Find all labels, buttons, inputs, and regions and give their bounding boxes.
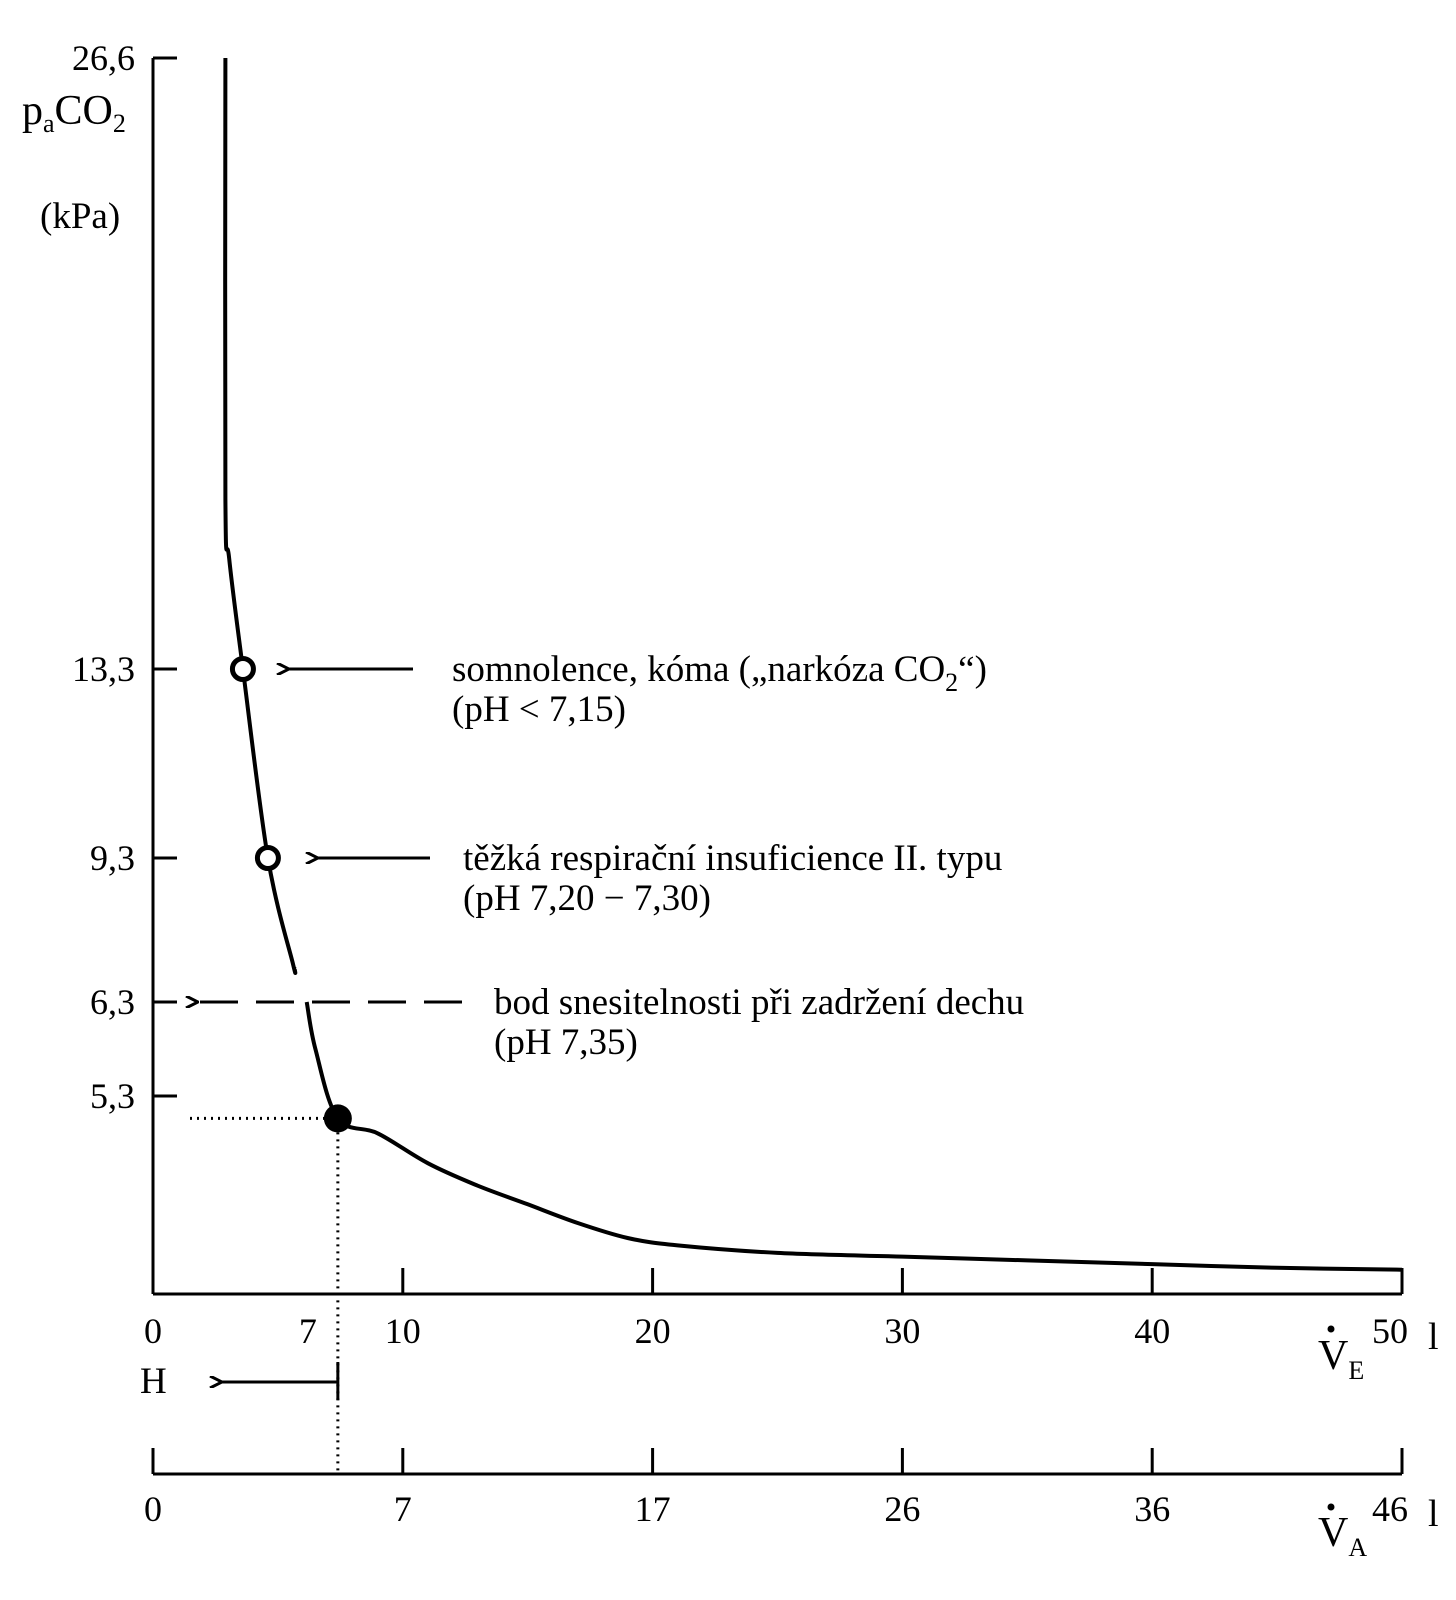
ve-tick-label: 0 — [144, 1311, 162, 1351]
va-tick-label: 26 — [884, 1489, 920, 1529]
curve-line-upper — [223, 57, 298, 975]
point-open — [254, 845, 281, 871]
annotation-subtext: (pH 7,35) — [494, 1022, 638, 1063]
y-axis-label: paCO2 — [22, 88, 126, 138]
point-filled — [323, 1104, 352, 1133]
y-tick-label: 26,6 — [72, 38, 135, 78]
ve-tick-label: 50 — [1372, 1311, 1408, 1351]
va-unit: l — [1428, 1493, 1439, 1535]
y-tick-label: 13,3 — [72, 649, 135, 689]
va-tick-label: 36 — [1134, 1489, 1170, 1529]
va-tick-label: 17 — [635, 1489, 671, 1529]
ve-extra-tick-label: 7 — [299, 1311, 317, 1351]
ve-tick-label: 20 — [635, 1311, 671, 1351]
svg-text:VA: VA — [1318, 1510, 1367, 1562]
y-tick-label: 6,3 — [90, 982, 135, 1022]
y-axis-unit: (kPa) — [40, 196, 120, 237]
va-dot — [1327, 1503, 1335, 1511]
y-tick-label: 5,3 — [90, 1076, 135, 1116]
va-tick-label: 0 — [144, 1489, 162, 1529]
y-tick-label: 9,3 — [90, 838, 135, 878]
x-axis-ve-label: VE l — [1318, 1316, 1439, 1385]
ve-unit: l — [1428, 1316, 1439, 1358]
annotation-text: somnolence, kóma („narkóza CO2“) — [452, 649, 987, 697]
svg-text:VE: VE — [1318, 1333, 1364, 1385]
ve-tick-label: 30 — [884, 1311, 920, 1351]
ve-dot — [1327, 1325, 1335, 1333]
annotation-subtext: (pH < 7,15) — [452, 689, 626, 730]
x-axis-va-label: VA l — [1318, 1493, 1439, 1562]
va-tick-label: 7 — [394, 1489, 412, 1529]
va-tick-label: 46 — [1372, 1489, 1408, 1529]
ve-tick-label: 10 — [385, 1311, 421, 1351]
ve-tick-label: 40 — [1134, 1311, 1170, 1351]
point-open — [229, 656, 256, 682]
annotation-subtext: (pH 7,20 − 7,30) — [463, 878, 711, 919]
h-marker-label: H — [140, 1361, 167, 1402]
annotation-text: těžká respirační insuficience II. typu — [463, 838, 1002, 879]
curve-line-lower — [304, 1001, 1403, 1272]
annotation-text: bod snesitelnosti při zadržení dechu — [494, 982, 1024, 1023]
